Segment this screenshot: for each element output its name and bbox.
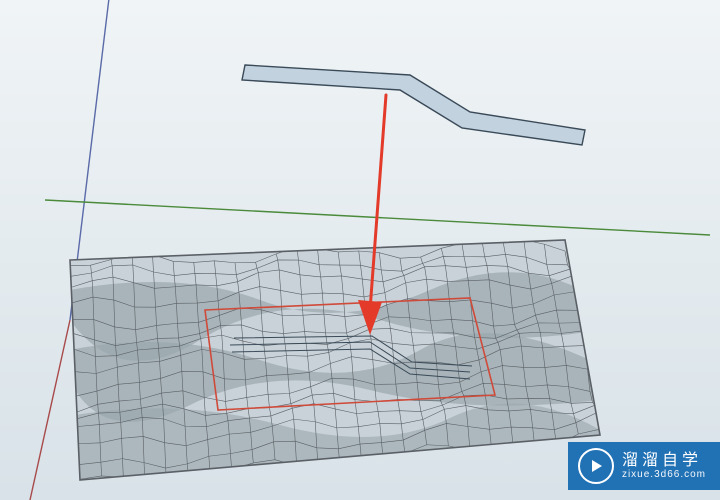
- watermark-url: zixue.3d66.com: [622, 469, 706, 480]
- 3d-viewport[interactable]: 溜溜自学 zixue.3d66.com: [0, 0, 720, 500]
- drape-arrow: [0, 0, 720, 500]
- arrow-shaft: [370, 95, 386, 310]
- arrow-head: [358, 300, 382, 335]
- watermark-title: 溜溜自学: [622, 452, 706, 470]
- play-icon: [578, 448, 614, 484]
- watermark-badge: 溜溜自学 zixue.3d66.com: [568, 442, 720, 490]
